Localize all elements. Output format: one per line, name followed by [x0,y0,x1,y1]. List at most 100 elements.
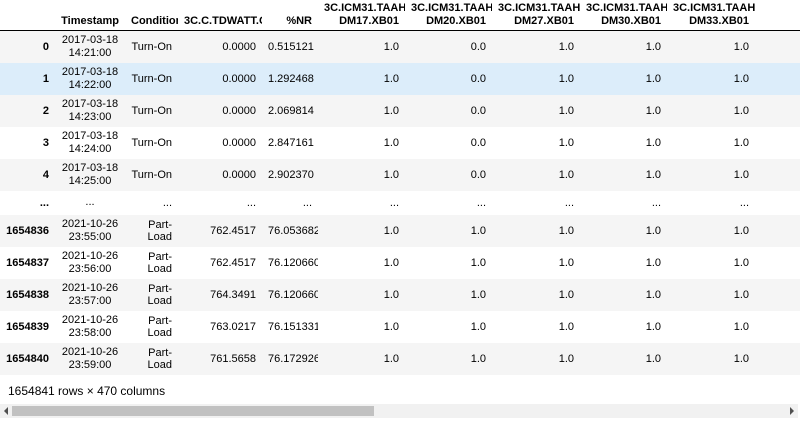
cell-clipped [755,191,800,215]
cell: 2.847161 [268,136,314,149]
row-index: 1 [42,72,49,85]
cell: 1.0 [383,224,399,237]
cell: 1.0 [733,72,749,85]
cell: 763.0217 [210,320,256,333]
header-row: Timestamp Condition 3C.C.TDWATT.C %NR 3C.ICM… [0,0,800,31]
cell-clipped [755,95,800,127]
cell: 1.0 [558,168,574,181]
cell: 764.3491 [210,288,256,301]
row-index: 1654837 [6,256,49,269]
table-row: 1 2017-03-18 14:22:00 Turn-On 0.0000 1.29246… [0,62,800,95]
cell: ... [246,196,256,209]
column-header: Condition [125,0,178,31]
cell: Part-Load [147,314,172,339]
table-row: 1654840 2021-10-26 23:59:00 Part-Load 761.5… [0,342,800,375]
cell: 1.0 [645,352,661,365]
column-header: Timestamp [55,0,125,31]
cell: 1.0 [645,104,661,117]
table: Timestamp Condition 3C.C.TDWATT.C %NR 3C.ICM… [0,0,800,375]
cell: 1.0 [383,320,399,333]
cell: 1.0 [558,288,574,301]
scroll-thumb[interactable] [12,406,374,416]
cell: 1.0 [558,320,574,333]
column-header: 3C.ICM31.TAAH-DM17.XB01 [318,0,405,31]
cell: 2021-10-26 23:57:00 [61,281,119,307]
cell: 1.0 [558,72,574,85]
column-header: 3C.ICM31.TAAH-DM20.XB01 [405,0,492,31]
cell: 1.0 [558,352,574,365]
cell: 761.5658 [210,352,256,365]
cell: 1.0 [733,104,749,117]
cell: Turn-On [131,104,172,117]
cell: 1.0 [383,256,399,269]
cell: 2017-03-18 14:23:00 [61,97,119,123]
cell-clipped [755,215,800,247]
scroll-right[interactable] [787,404,797,418]
cell: 0.515121 [268,40,314,53]
cell: 0.0 [470,72,486,85]
column-header: 3C.ICM31.TAAH-DM33.XB01 [667,0,755,31]
cell: 2.902370 [268,168,314,181]
cell: 1.0 [645,288,661,301]
cell: 1.0 [383,104,399,117]
cell: Turn-On [131,168,172,181]
cell: 2021-10-26 23:59:00 [61,345,119,371]
cell: 1.0 [383,136,399,149]
cell: 1.0 [558,136,574,149]
cell: 1.0 [645,136,661,149]
cell: ... [564,196,574,209]
cell: 1.0 [733,168,749,181]
cell-clipped [755,247,800,279]
cell: 1.0 [733,224,749,237]
cell: Part-Load [147,346,172,371]
cell: 2017-03-18 14:24:00 [61,129,119,155]
cell: 1.0 [645,224,661,237]
cell: 1.0 [733,288,749,301]
table-row: 2 2017-03-18 14:23:00 Turn-On 0.0000 2.06981… [0,94,800,127]
cell: 1.0 [383,288,399,301]
cell: 2017-03-18 14:22:00 [61,65,119,91]
cell: 76.053682 [268,224,318,237]
cell: 1.0 [558,224,574,237]
cell: 76.120660 [268,256,318,269]
scrollbar[interactable] [0,404,798,418]
cell-clipped [755,311,800,343]
table-row: 1654837 2021-10-26 23:56:00 Part-Load 762.4… [0,247,800,279]
table-row: .............................. [0,191,800,215]
cell-clipped [755,279,800,311]
cell: 1.0 [383,40,399,53]
cell: 1.0 [470,256,486,269]
cell: Turn-On [131,72,172,85]
cell: ... [85,196,95,208]
cell: Part-Load [147,282,172,307]
cell: 1.0 [558,104,574,117]
table-row: 1654836 2021-10-26 23:55:00 Part-Load 762.4… [0,214,800,247]
footer: 1654841 rows × 470 columns [8,384,166,398]
cell-clipped [755,31,800,63]
table-row: 3 2017-03-18 14:24:00 Turn-On 0.0000 2.84716… [0,127,800,159]
cell: 1.0 [558,40,574,53]
column-header: 3C.C.TDWATT.C [178,0,262,31]
table-row: 1654839 2021-10-26 23:58:00 Part-Load 763.0… [0,311,800,343]
cell: Turn-On [131,40,172,53]
cell: 0.0 [470,136,486,149]
cell: 1.0 [383,352,399,365]
row-index: 1654839 [6,320,49,333]
dataframe: Timestamp Condition 3C.C.TDWATT.C %NR 3C.ICM… [0,0,800,375]
row-index: 2 [42,104,49,117]
cell: 2017-03-18 14:25:00 [61,161,119,187]
cell: 76.151331 [268,320,318,333]
cell: 1.0 [645,40,661,53]
cell: 76.172926 [268,352,318,365]
row-index: 1654840 [6,352,49,365]
scroll-left[interactable] [1,404,11,418]
cell: 1.0 [645,72,661,85]
cell: 1.0 [470,320,486,333]
cell: 2021-10-26 23:56:00 [61,249,119,275]
cell: ... [162,196,172,209]
row-index: 4 [42,168,49,181]
cell: 0.0000 [222,40,256,53]
cell: ... [739,196,749,209]
cell: 0.0 [470,40,486,53]
